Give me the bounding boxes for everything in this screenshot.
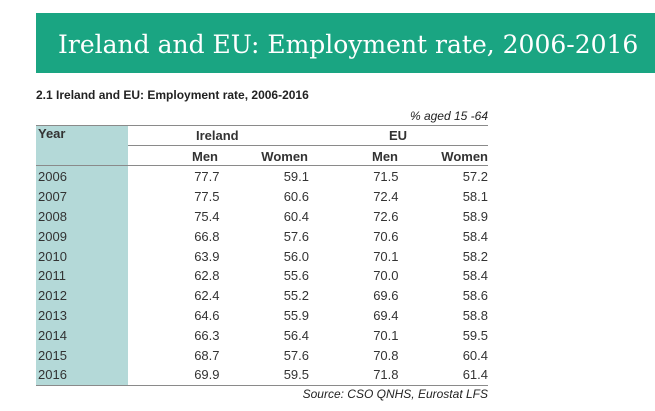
group-header-eu: EU — [389, 128, 408, 143]
value-cell: 57.6 — [283, 347, 309, 363]
value-cell: 70.1 — [373, 248, 399, 264]
value-cell: 56.0 — [283, 248, 309, 264]
table-title: 2.1 Ireland and EU: Employment rate, 200… — [36, 88, 309, 102]
value-cell: 75.4 — [194, 208, 220, 224]
value-cell: 58.1 — [462, 189, 488, 205]
year-header: Year — [38, 126, 66, 141]
group-header-ireland: Ireland — [196, 128, 239, 143]
group-header-rule — [128, 145, 488, 146]
value-cell: 72.4 — [373, 189, 399, 205]
value-cell: 56.4 — [283, 327, 309, 343]
bottom-rule — [36, 385, 488, 386]
subheader-eu-men: Men — [372, 149, 398, 164]
value-cell: 58.2 — [462, 248, 488, 264]
table-row: 2013 64.6 55.9 69.4 58.8 — [36, 306, 488, 326]
title-banner: Ireland and EU: Employment rate, 2006-20… — [36, 13, 655, 73]
table-row: 2006 77.7 59.1 71.5 57.2 — [36, 167, 488, 187]
value-cell: 58.4 — [462, 228, 488, 244]
year-cell: 2014 — [38, 327, 67, 343]
value-cell: 55.2 — [283, 288, 309, 304]
year-cell: 2012 — [38, 288, 67, 304]
year-cell: 2007 — [38, 189, 67, 205]
value-cell: 69.4 — [373, 307, 399, 323]
table-row: 2009 66.8 57.6 70.6 58.4 — [36, 226, 488, 246]
year-cell: 2013 — [38, 307, 67, 323]
year-cell: 2009 — [38, 228, 67, 244]
table-row: 2016 69.9 59.5 71.8 61.4 — [36, 365, 488, 385]
value-cell: 60.4 — [283, 208, 309, 224]
value-cell: 66.3 — [194, 327, 220, 343]
value-cell: 57.6 — [283, 228, 309, 244]
value-cell: 63.9 — [194, 248, 220, 264]
page-title: Ireland and EU: Employment rate, 2006-20… — [58, 30, 639, 59]
value-cell: 77.5 — [194, 189, 220, 205]
table-row: 2012 62.4 55.2 69.6 58.6 — [36, 286, 488, 306]
value-cell: 59.5 — [283, 367, 309, 383]
year-cell: 2008 — [38, 208, 67, 224]
value-cell: 62.4 — [194, 288, 220, 304]
table-row: 2008 75.4 60.4 72.6 58.9 — [36, 207, 488, 227]
value-cell: 70.0 — [373, 268, 399, 284]
year-cell: 2015 — [38, 347, 67, 363]
value-cell: 57.2 — [462, 169, 488, 185]
value-cell: 69.9 — [194, 367, 220, 383]
value-cell: 60.4 — [462, 347, 488, 363]
table-row: 2014 66.3 56.4 70.1 59.5 — [36, 325, 488, 345]
value-cell: 68.7 — [194, 347, 220, 363]
year-cell: 2006 — [38, 169, 67, 185]
year-column-shading — [36, 126, 128, 385]
value-cell: 77.7 — [194, 169, 220, 185]
year-cell: 2010 — [38, 248, 67, 264]
year-cell: 2011 — [38, 268, 66, 284]
value-cell: 71.8 — [373, 367, 399, 383]
value-cell: 62.8 — [194, 268, 220, 284]
value-cell: 58.9 — [462, 208, 488, 224]
header-bottom-rule — [36, 165, 488, 166]
source-note: Source: CSO QNHS, Eurostat LFS — [302, 387, 488, 401]
value-cell: 72.6 — [373, 208, 399, 224]
value-cell: 58.8 — [462, 307, 488, 323]
value-cell: 58.4 — [462, 268, 488, 284]
top-rule — [36, 125, 488, 126]
value-cell: 59.5 — [462, 327, 488, 343]
subheader-ireland-women: Women — [261, 149, 308, 164]
value-cell: 64.6 — [194, 307, 220, 323]
table-row: 2011 62.8 55.6 70.0 58.4 — [36, 266, 488, 286]
subheader-ireland-men: Men — [192, 149, 218, 164]
value-cell: 69.6 — [373, 288, 399, 304]
value-cell: 58.6 — [462, 288, 488, 304]
value-cell: 71.5 — [373, 169, 399, 185]
table-row: 2007 77.5 60.6 72.4 58.1 — [36, 187, 488, 207]
value-cell: 70.8 — [373, 347, 399, 363]
value-cell: 70.1 — [373, 327, 399, 343]
year-cell: 2016 — [38, 367, 67, 383]
subheader-eu-women: Women — [441, 149, 488, 164]
value-cell: 61.4 — [462, 367, 488, 383]
value-cell: 59.1 — [283, 169, 309, 185]
table-row: 2015 68.7 57.6 70.8 60.4 — [36, 345, 488, 365]
table-row: 2010 63.9 56.0 70.1 58.2 — [36, 246, 488, 266]
employment-table: 2006 77.7 59.1 71.5 57.2 2007 77.5 60.6 … — [36, 167, 488, 385]
value-cell: 55.9 — [283, 307, 309, 323]
value-cell: 66.8 — [194, 228, 220, 244]
value-cell: 55.6 — [283, 268, 309, 284]
units-note: % aged 15 -64 — [409, 109, 488, 123]
value-cell: 60.6 — [283, 189, 309, 205]
value-cell: 70.6 — [373, 228, 399, 244]
